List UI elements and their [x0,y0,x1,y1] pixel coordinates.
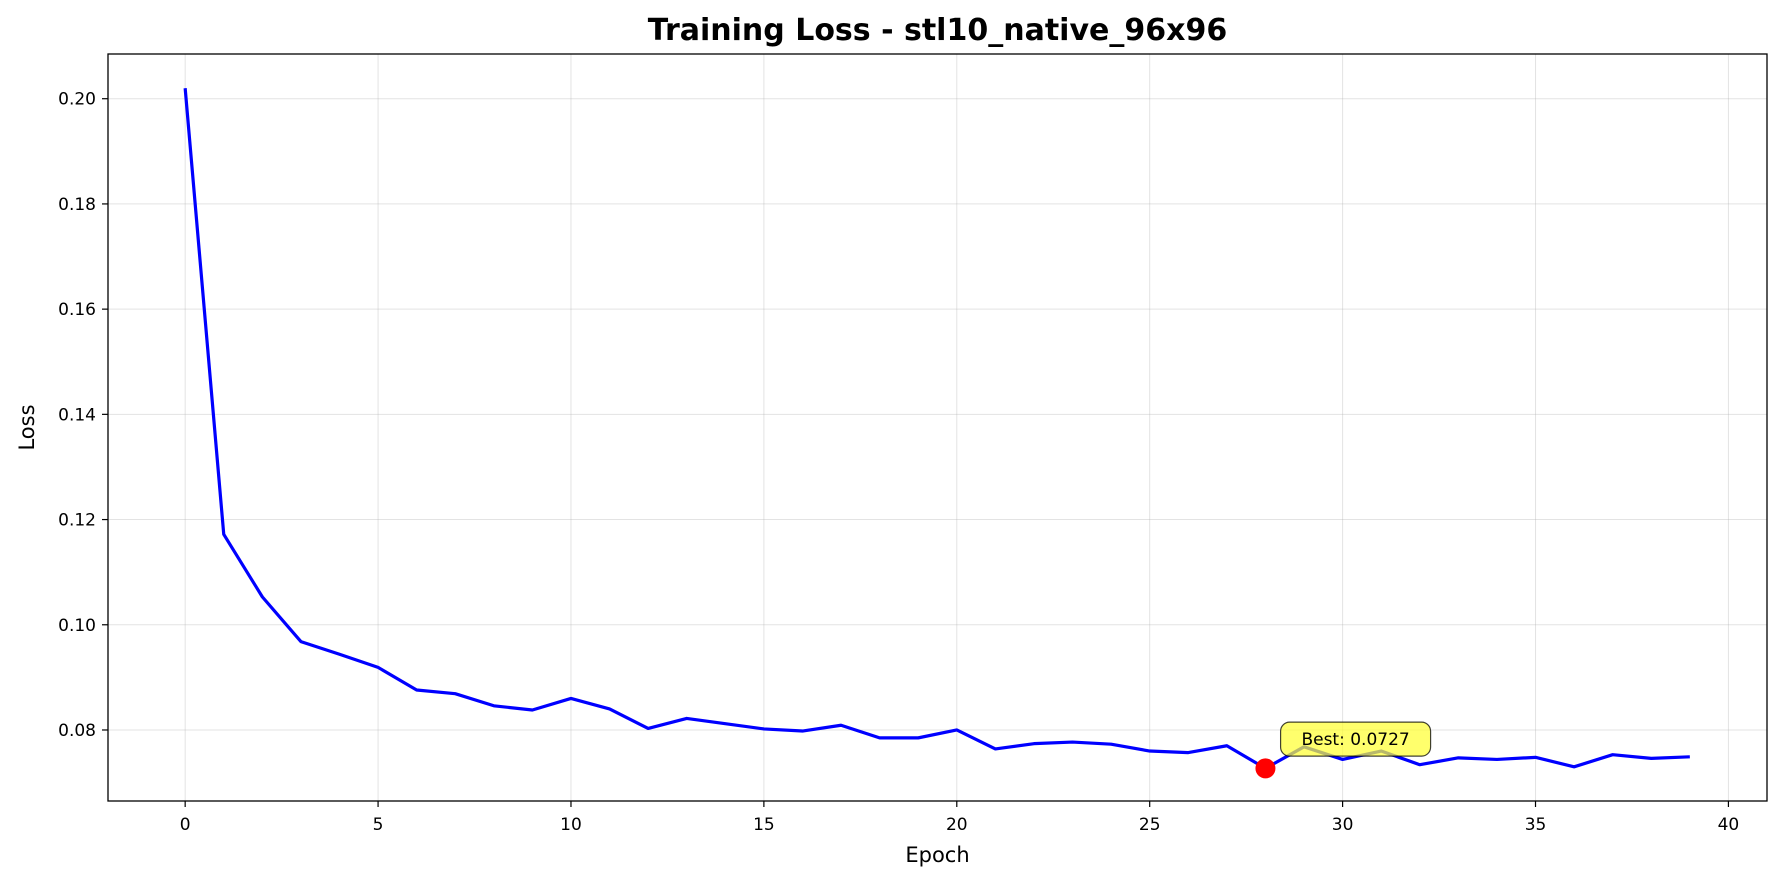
y-tick-label: 0.10 [58,616,96,636]
chart-title: Training Loss - stl10_native_96x96 [648,13,1227,48]
x-tick-label: 5 [373,815,384,835]
best-annotation-label: Best: 0.0727 [1301,730,1409,750]
y-tick-label: 0.20 [58,90,96,110]
loss-series-line [183,88,1690,770]
y-tick-label: 0.16 [58,300,96,320]
x-axis-ticks: 0 5 10 15 20 25 30 35 40 [180,801,1739,835]
x-tick-label: 10 [560,815,582,835]
best-point-marker [1255,758,1276,779]
grid [108,54,1767,801]
x-tick-label: 0 [180,815,191,835]
y-tick-label: 0.08 [58,721,96,741]
y-tick-label: 0.14 [58,405,96,425]
plot-frame [107,53,1768,802]
x-axis-label: Epoch [905,843,969,867]
y-axis-label: Loss [15,404,39,450]
y-tick-label: 0.18 [58,195,96,215]
x-tick-label: 40 [1718,815,1740,835]
x-tick-label: 15 [753,815,775,835]
x-tick-label: 20 [946,815,968,835]
y-tick-label: 0.12 [58,511,96,531]
best-annotation-box [1279,721,1432,757]
best-point-layer: Best: 0.0727 [1255,721,1432,779]
series-layer [183,88,1690,770]
x-tick-label: 35 [1525,815,1547,835]
x-tick-label: 25 [1139,815,1161,835]
x-tick-label: 30 [1332,815,1354,835]
y-axis-ticks: 0.08 0.10 0.12 0.14 0.16 0.18 0.20 [58,90,108,741]
